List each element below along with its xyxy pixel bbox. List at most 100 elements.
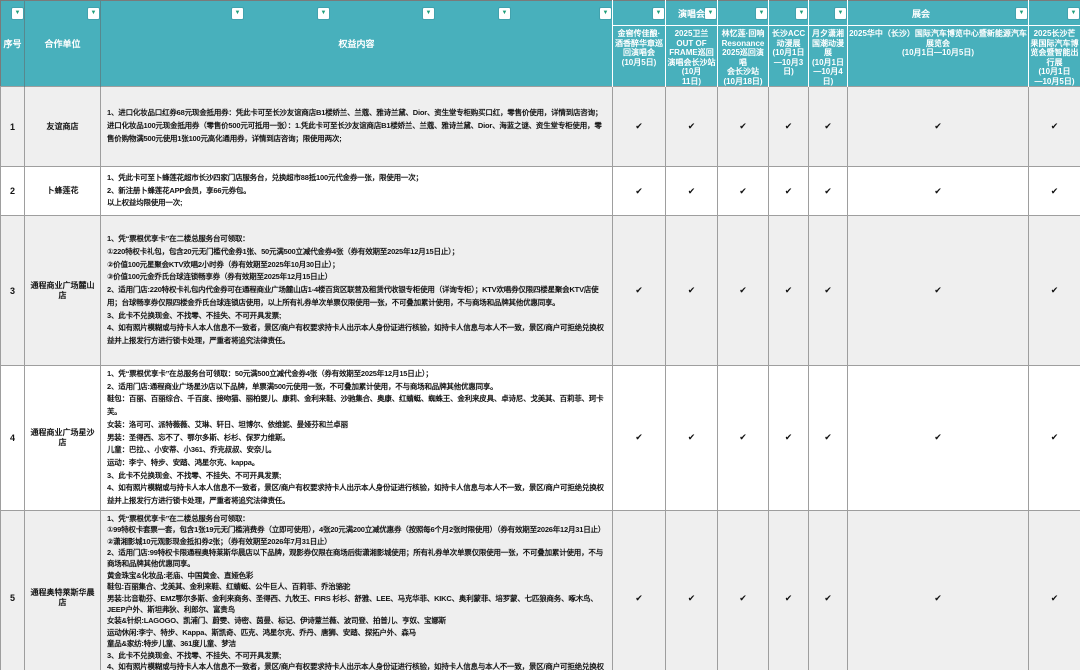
benefits-text: 1、凭此卡可至卜蜂莲花超市长沙四家门店服务台，兑换超市88抵100元代金券一张，… (100, 166, 613, 216)
check-icon: ✔ (934, 185, 942, 196)
partner-name: 通程商业广场星沙店 (24, 365, 101, 511)
filter-dropdown-icon[interactable]: ▼ (88, 8, 99, 19)
column-header-evt4: 长沙ACC 动漫展 (10月1日 —10月3 日) (768, 25, 809, 87)
check-cell: ✔ (717, 86, 769, 167)
check-cell: ✔ (612, 509, 666, 670)
check-icon: ✔ (635, 432, 643, 443)
column-header-evt6: 2025华中（长沙）国际汽车博览中心暨新能源汽车展览会 (10月1日—10月5日… (847, 25, 1029, 87)
check-icon: ✔ (1050, 285, 1059, 295)
filter-dropdown-icon[interactable]: ▼ (1016, 8, 1027, 19)
check-cell: ✔ (768, 86, 809, 167)
check-cell: ✔ (1028, 86, 1080, 167)
check-icon: ✔ (739, 592, 747, 603)
check-icon: ✔ (687, 592, 696, 603)
check-icon: ✔ (739, 121, 747, 131)
filter-dropdown-icon[interactable]: ▼ (499, 8, 510, 19)
filter-dropdown-icon[interactable]: ▼ (756, 8, 767, 19)
check-cell: ✔ (847, 166, 1029, 216)
header-row: 金窖传佳酿·酒香醉华章巡回演唱会 (10月5日) 2025卫兰 OUT OF F… (1, 25, 1080, 87)
filter-dropdown-icon[interactable]: ▼ (796, 8, 807, 19)
check-cell: ✔ (1028, 166, 1080, 216)
group-label-concert: 演唱会 (677, 9, 705, 19)
check-icon: ✔ (687, 185, 696, 196)
check-icon: ✔ (1050, 432, 1059, 443)
column-header-evt1: 金窖传佳酿·酒香醉华章巡回演唱会 (10月5日) (612, 25, 666, 87)
check-icon: ✔ (687, 285, 696, 295)
benefits-text: 1、凭“票根优享卡”在二楼总服务台可领取： ①220特权卡礼包，包含20元无门槛… (100, 215, 613, 366)
check-cell: ✔ (847, 365, 1029, 511)
check-cell: ✔ (847, 86, 1029, 167)
check-cell: ✔ (768, 365, 809, 511)
column-header-evt7: 2025长沙芒 果国际汽车博 览会暨智能出 行展 (10月1日 —10月5日) (1028, 25, 1080, 87)
benefits-text: 1、进口化妆品口红券68元现金抵用券：凭此卡可至长沙友谊商店B1楼娇兰、兰蔻、雅… (100, 86, 613, 167)
table-row: 4 通程商业广场星沙店 1、凭“票根优享卡”在总服务台可领取：50元满500立减… (0, 365, 1080, 511)
check-cell: ✔ (665, 166, 718, 216)
check-cell: ✔ (612, 365, 666, 511)
filter-dropdown-icon[interactable]: ▼ (232, 8, 243, 19)
check-icon: ✔ (934, 121, 942, 131)
check-cell: ✔ (808, 365, 848, 511)
filter-row: ▼ 序号 ▼ 合作单位 ▼ ▼ ▼ ▼ ▼ 权益内容 ▼ 演唱会 ▼ ▼ ▼ ▼ (0, 0, 1080, 87)
table-row: 5 通程奥特莱斯华晨店 1、凭“票根优享卡”在二楼总服务台可领取： ①99特权卡… (0, 509, 1080, 670)
check-cell: ✔ (717, 509, 769, 670)
check-icon: ✔ (739, 185, 747, 196)
check-cell: ✔ (665, 365, 718, 511)
partner-name: 友谊商店 (24, 86, 101, 167)
check-cell: ✔ (1028, 509, 1080, 670)
row-number: 1 (0, 86, 25, 167)
column-header-partner: ▼ 合作单位 (24, 0, 101, 87)
table-row: 2 卜蜂莲花 1、凭此卡可至卜蜂莲花超市长沙四家门店服务台，兑换超市88抵100… (0, 166, 1080, 216)
check-icon: ✔ (824, 121, 832, 131)
check-icon: ✔ (1050, 592, 1059, 603)
filter-cell-evt4: ▼ (768, 0, 809, 26)
check-cell: ✔ (1028, 215, 1080, 366)
filter-dropdown-icon[interactable]: ▼ (835, 8, 846, 19)
column-header-evt5: 月夕潇湘 国潮动漫 展 (10月1日 —10月4 日) (808, 25, 848, 87)
check-icon: ✔ (784, 432, 793, 443)
table-row: 1 友谊商店 1、进口化妆品口红券68元现金抵用券：凭此卡可至长沙友谊商店B1楼… (0, 86, 1080, 167)
filter-dropdown-icon[interactable]: ▼ (653, 8, 664, 19)
check-icon: ✔ (784, 185, 793, 196)
filter-dropdown-icon[interactable]: ▼ (12, 8, 23, 19)
check-icon: ✔ (934, 285, 942, 295)
check-cell: ✔ (612, 166, 666, 216)
check-cell: ✔ (847, 509, 1029, 670)
partner-name: 通程奥特莱斯华晨店 (24, 509, 101, 670)
check-icon: ✔ (934, 592, 942, 603)
row-number: 3 (0, 215, 25, 366)
check-icon: ✔ (824, 285, 832, 295)
check-icon: ✔ (784, 592, 793, 603)
check-icon: ✔ (824, 592, 832, 603)
table-row: 3 通程商业广场麓山店 1、凭“票根优享卡”在二楼总服务台可领取： ①220特权… (0, 215, 1080, 366)
check-icon: ✔ (635, 285, 643, 295)
check-icon: ✔ (687, 432, 696, 443)
filter-dropdown-icon[interactable]: ▼ (600, 8, 611, 19)
filter-cell-evt3: ▼ (717, 0, 769, 26)
filter-dropdown-icon[interactable]: ▼ (1068, 8, 1079, 19)
column-header-evt3: 林忆莲·回响 Resonance 2025巡回演唱 会长沙站 (10月18日) (717, 25, 769, 87)
check-cell: ✔ (665, 86, 718, 167)
filter-cell-evt1: ▼ (612, 0, 666, 26)
column-header-partner-label: 合作单位 (44, 39, 81, 49)
column-header-evt2: 2025卫兰 OUT OF FRAME巡回 演唱会长沙站 (10月 11日) (665, 25, 718, 87)
filter-dropdown-icon[interactable]: ▼ (423, 8, 434, 19)
column-header-no-label: 序号 (3, 39, 22, 49)
row-number: 5 (0, 509, 25, 670)
check-icon: ✔ (739, 285, 747, 295)
column-header-no: ▼ 序号 (0, 0, 25, 87)
check-icon: ✔ (739, 432, 747, 443)
filter-dropdown-icon[interactable]: ▼ (318, 8, 329, 19)
partner-name: 卜蜂莲花 (24, 166, 101, 216)
check-cell: ✔ (808, 215, 848, 366)
column-header-benefits: ▼ ▼ ▼ ▼ ▼ 权益内容 (100, 0, 613, 87)
row-number: 2 (0, 166, 25, 216)
group-label-expo: 展会 (911, 9, 930, 19)
check-icon: ✔ (687, 121, 696, 131)
check-icon: ✔ (784, 121, 793, 131)
check-icon: ✔ (784, 285, 793, 295)
check-icon: ✔ (1050, 121, 1059, 131)
check-icon: ✔ (635, 592, 643, 603)
filter-dropdown-icon[interactable]: ▼ (705, 8, 716, 19)
